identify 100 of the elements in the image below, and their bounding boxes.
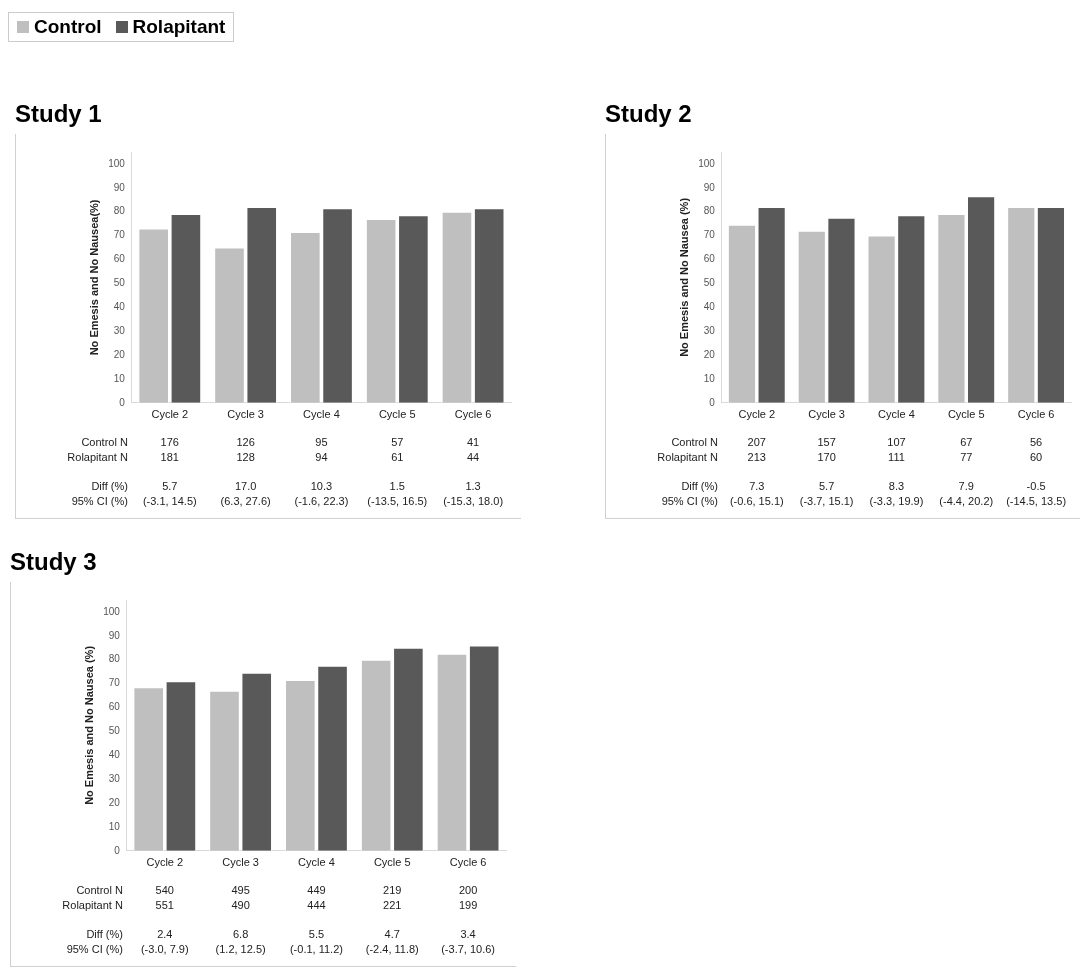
text: 3.4 <box>460 927 476 940</box>
text: (-0.1, 11.2) <box>289 942 343 955</box>
text: 56 <box>1029 435 1043 448</box>
x-tick-label: Cycle 3 <box>227 408 264 421</box>
y-tick-label: 20 <box>703 348 716 360</box>
text: 170 <box>817 450 836 463</box>
text: 10.3 <box>310 479 333 492</box>
y-tick-label: 80 <box>703 205 716 217</box>
y-tick-label: 50 <box>703 277 716 289</box>
text: 95 <box>315 435 328 448</box>
y-tick-label: 30 <box>108 772 121 784</box>
y-tick-label: 100 <box>103 605 121 617</box>
text: 219 <box>383 883 402 896</box>
text: 176 <box>160 435 179 448</box>
y-tick-label: 40 <box>703 301 716 313</box>
text: 2.4 <box>157 927 173 940</box>
x-tick-label: Cycle 3 <box>808 408 845 421</box>
legend-label: Rolapitant <box>132 16 226 37</box>
x-tick-label: Cycle 4 <box>303 408 340 421</box>
y-tick-label: 0 <box>114 844 121 856</box>
x-tick-label: Cycle 4 <box>878 408 915 421</box>
text: 77 <box>960 450 973 463</box>
text: 7.3 <box>749 479 765 492</box>
text: (-2.4, 11.8) <box>365 942 419 955</box>
legend-label: Control <box>34 16 102 37</box>
text: (-4.4, 20.2) <box>939 494 994 507</box>
text: (-1.6, 22.3) <box>294 494 349 507</box>
y-tick-label: 50 <box>113 277 126 289</box>
text: 1.5 <box>389 479 405 492</box>
text: (-0.6, 15.1) <box>729 494 784 507</box>
text: 5.7 <box>162 479 178 492</box>
y-tick-label: 100 <box>698 157 716 169</box>
text: 1.3 <box>465 479 481 492</box>
y-tick-label: 80 <box>108 653 121 665</box>
y-axis-title: No Emesis and No Nausea(%) <box>87 199 100 356</box>
text: Control N <box>76 883 123 896</box>
text: (-13.5, 16.5) <box>367 494 428 507</box>
text: 128 <box>236 450 255 463</box>
y-tick-label: 20 <box>108 796 121 808</box>
text: (-3.1, 14.5) <box>142 494 197 507</box>
y-axis-title: No Emesis and No Nausea (%) <box>677 197 690 357</box>
y-tick-label: 60 <box>703 253 716 265</box>
text: 551 <box>155 898 174 911</box>
text: (-15.3, 18.0) <box>443 494 504 507</box>
y-tick-label: 90 <box>108 629 121 641</box>
text: 449 <box>307 883 326 896</box>
text: 490 <box>231 898 250 911</box>
text: Rolapitant N <box>657 450 718 463</box>
y-tick-label: 40 <box>113 301 126 313</box>
text: 7.9 <box>958 479 974 492</box>
y-tick-label: 10 <box>703 372 716 384</box>
y-tick-label: 90 <box>703 181 716 193</box>
y-tick-label: 40 <box>108 749 121 761</box>
text: Rolapitant N <box>67 450 128 463</box>
text: 17.0 <box>234 479 257 492</box>
chart-title: Study 1 <box>15 100 103 128</box>
y-tick-label: 80 <box>113 205 126 217</box>
y-tick-label: 70 <box>113 229 126 241</box>
text: 157 <box>817 435 836 448</box>
text: 4.7 <box>384 927 400 940</box>
text: 41 <box>466 435 480 448</box>
text: 5.5 <box>308 927 325 940</box>
y-tick-label: 90 <box>113 181 126 193</box>
text: 199 <box>458 898 478 911</box>
text: 207 <box>747 435 766 448</box>
text: (1.2, 12.5) <box>215 942 266 955</box>
text: Diff (%) <box>86 927 123 940</box>
text: (6.3, 27.6) <box>220 494 271 507</box>
y-tick-label: 10 <box>108 820 121 832</box>
x-tick-label: Cycle 2 <box>146 856 184 869</box>
text: 95% CI (%) <box>71 494 128 507</box>
text: Control N <box>671 435 718 448</box>
text: 94 <box>315 450 328 463</box>
text: -0.5 <box>1026 479 1046 492</box>
chart-title: Study 3 <box>10 548 98 576</box>
y-tick-label: 30 <box>703 324 716 336</box>
text: 540 <box>155 883 174 896</box>
text: 5.7 <box>818 479 835 492</box>
y-tick-label: 70 <box>703 229 716 241</box>
text: 213 <box>747 450 766 463</box>
text: (-3.7, 15.1) <box>799 494 854 507</box>
y-tick-label: 70 <box>108 677 121 689</box>
text: 95% CI (%) <box>66 942 123 955</box>
x-tick-label: Cycle 6 <box>454 408 492 421</box>
text: (-3.7, 10.6) <box>441 942 495 955</box>
text: 67 <box>960 435 973 448</box>
text: (-3.3, 19.9) <box>869 494 924 507</box>
x-tick-label: Cycle 2 <box>738 408 776 421</box>
x-tick-label: Cycle 5 <box>378 408 416 421</box>
y-tick-label: 60 <box>113 253 126 265</box>
y-tick-label: 30 <box>113 324 126 336</box>
x-tick-label: Cycle 5 <box>947 408 985 421</box>
text: 8.3 <box>888 479 905 492</box>
y-tick-label: 60 <box>108 701 121 713</box>
x-tick-label: Cycle 3 <box>222 856 259 869</box>
text: 60 <box>1029 450 1043 463</box>
x-tick-label: Cycle 4 <box>298 856 335 869</box>
y-axis-title: No Emesis and No Nausea (%) <box>82 645 95 805</box>
x-tick-label: Cycle 2 <box>151 408 189 421</box>
y-tick-label: 0 <box>119 396 126 408</box>
